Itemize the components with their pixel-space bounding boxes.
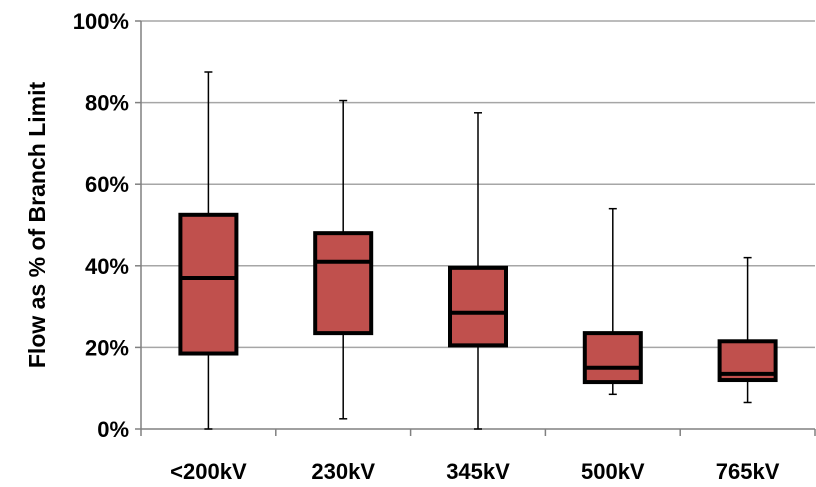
y-tick-label: 40% xyxy=(85,254,129,279)
x-tick-label: 500kV xyxy=(581,459,645,484)
y-tick-label: 80% xyxy=(85,91,129,116)
y-tick-label: 100% xyxy=(73,9,129,34)
y-axis-title: Flow as % of Branch Limit xyxy=(24,82,50,369)
box-500kV xyxy=(582,331,643,385)
y-tick-label: 60% xyxy=(85,172,129,197)
y-tick-label: 20% xyxy=(85,335,129,360)
x-tick-labels: <200kV 230kV 345kV 500kV 765kV xyxy=(170,459,780,484)
whiskers xyxy=(204,71,752,430)
y-tick-label: 0% xyxy=(97,417,129,442)
boxes xyxy=(178,212,778,385)
y-tick-labels: 0% 20% 40% 60% 80% 100% xyxy=(73,9,129,442)
x-tick-label: 345kV xyxy=(446,459,510,484)
x-tick-label: 765kV xyxy=(716,459,780,484)
box-345kV xyxy=(448,265,508,348)
x-tick-label: <200kV xyxy=(170,459,247,484)
x-tick-label: 230kV xyxy=(311,459,375,484)
box-230kV xyxy=(313,231,374,336)
box-<200kV xyxy=(178,212,239,356)
